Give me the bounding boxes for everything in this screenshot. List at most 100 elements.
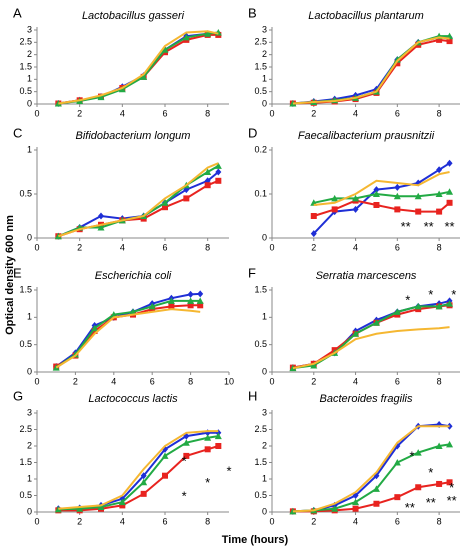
panel-title: Escherichia coli — [95, 270, 172, 282]
marker — [372, 319, 380, 326]
x-tick-label: 2 — [311, 242, 316, 252]
x-tick-label: 6 — [395, 376, 400, 386]
panel-title: Serratia marcescens — [316, 270, 417, 282]
marker — [204, 30, 212, 37]
y-tick-label: 2 — [27, 49, 32, 59]
y-tick-label: 1 — [262, 74, 267, 84]
panel-title: Bifidobacterium longum — [76, 130, 191, 142]
significance-mark: ** — [447, 493, 457, 508]
marker — [197, 302, 204, 309]
marker — [162, 472, 168, 479]
panel-title: Lactobacillus gasseri — [82, 10, 185, 22]
y-tick-label: 0.1 — [254, 188, 267, 198]
x-axis-label: Time (hours) — [222, 534, 289, 546]
marker — [414, 192, 422, 200]
x-tick-label: 4 — [353, 242, 358, 252]
marker — [140, 472, 147, 480]
significance-mark: ** — [405, 500, 415, 515]
x-tick-label: 8 — [205, 242, 210, 252]
y-tick-label: 1.5 — [254, 284, 267, 294]
y-tick-label: 3 — [262, 24, 267, 34]
x-tick-label: 2 — [77, 516, 82, 526]
marker — [446, 38, 453, 45]
y-tick-label: 3 — [27, 24, 32, 34]
x-tick-label: 4 — [120, 242, 125, 252]
x-tick-label: 6 — [395, 242, 400, 252]
marker — [182, 439, 190, 446]
y-tick-label: 2.5 — [254, 424, 267, 434]
significance-mark: * — [182, 454, 187, 469]
x-tick-label: 8 — [437, 242, 442, 252]
y-tick-label: 0.5 — [254, 490, 267, 500]
marker — [196, 297, 204, 304]
panel-letter: E — [13, 265, 22, 280]
y-tick-label: 1.5 — [254, 457, 267, 467]
panel-letter: F — [248, 265, 256, 280]
marker — [331, 206, 338, 213]
series-line — [58, 445, 219, 512]
x-tick-label: 0 — [269, 376, 274, 386]
x-tick-label: 2 — [311, 516, 316, 526]
marker — [446, 199, 453, 206]
y-tick-label: 1 — [27, 473, 32, 483]
x-tick-label: 6 — [162, 242, 167, 252]
marker — [310, 213, 317, 219]
marker — [352, 330, 360, 337]
x-tick-label: 4 — [120, 516, 125, 526]
marker — [372, 485, 380, 492]
marker — [97, 93, 105, 101]
marker — [331, 194, 339, 202]
x-tick-label: 8 — [437, 516, 442, 526]
marker — [98, 212, 104, 220]
marker — [352, 194, 360, 202]
marker — [168, 303, 175, 310]
x-tick-label: 4 — [353, 376, 358, 386]
series-line — [58, 33, 219, 105]
series-line — [292, 425, 450, 513]
marker — [214, 432, 222, 440]
marker — [215, 177, 222, 184]
marker — [182, 33, 190, 41]
marker — [215, 168, 222, 176]
marker — [415, 484, 422, 491]
x-tick-label: 4 — [353, 516, 358, 526]
marker — [162, 204, 168, 211]
marker — [394, 206, 401, 213]
marker — [373, 202, 380, 208]
series-line — [58, 162, 219, 238]
significance-mark: * — [409, 449, 414, 464]
y-tick-label: 1 — [27, 74, 32, 84]
marker — [97, 503, 105, 511]
x-tick-label: 6 — [395, 516, 400, 526]
series-line — [313, 162, 451, 235]
y-tick-label: 2 — [262, 440, 267, 450]
marker — [435, 442, 443, 449]
y-tick-label: 0.5 — [19, 188, 32, 198]
significance-mark: ** — [401, 219, 411, 234]
y-tick-label: 2.5 — [254, 37, 267, 47]
y-tick-label: 0 — [27, 232, 32, 242]
x-tick-label: 2 — [73, 376, 78, 386]
marker — [129, 308, 137, 315]
y-tick-label: 1.5 — [254, 61, 267, 71]
series-line — [58, 32, 219, 105]
y-tick-label: 1.5 — [19, 457, 32, 467]
marker — [414, 302, 422, 310]
y-tick-label: 3 — [27, 407, 32, 417]
significance-mark: ** — [424, 219, 434, 234]
marker — [167, 297, 175, 304]
marker — [204, 168, 212, 175]
y-tick-label: 1.5 — [19, 61, 32, 71]
x-tick-label: 2 — [77, 242, 82, 252]
marker — [119, 502, 126, 509]
x-tick-label: 0 — [34, 516, 39, 526]
y-tick-label: 0 — [27, 506, 32, 516]
series-line — [313, 199, 451, 217]
marker — [310, 361, 318, 369]
marker — [110, 311, 118, 318]
series-line — [58, 430, 219, 510]
y-tick-label: 2 — [27, 440, 32, 450]
marker — [446, 440, 454, 448]
marker — [352, 505, 359, 512]
